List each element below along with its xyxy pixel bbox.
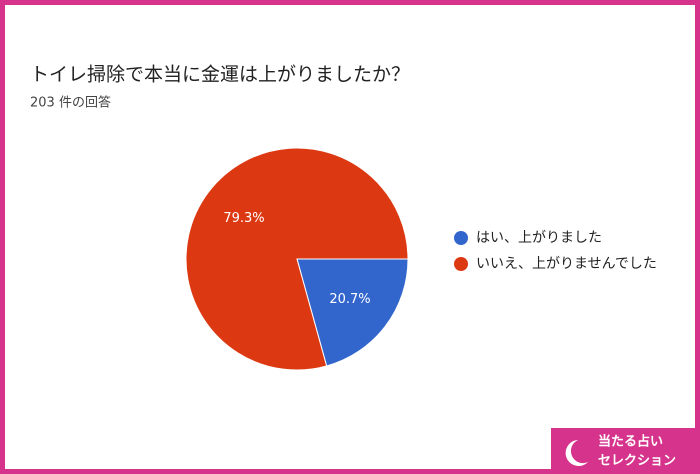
chart-title: トイレ掃除で本当に金運は上がりましたか？ (30, 64, 410, 86)
badge: 当たる占い セレクション (551, 428, 695, 469)
pie-slice (185, 147, 409, 371)
chart-subtitle: 203 件の回答 (30, 95, 111, 111)
pie-slice (296, 258, 409, 367)
slice-label: 20.7% (329, 292, 370, 307)
badge-line2: セレクション (598, 454, 676, 469)
legend-swatch (454, 231, 468, 245)
legend-label: はい、上がりました (476, 230, 602, 246)
legend-swatch (454, 257, 468, 271)
legend-label: いいえ、上がりませんでした (476, 256, 657, 272)
badge-line1: 当たる占い (598, 434, 663, 450)
slice-label: 79.3% (223, 211, 264, 226)
moon-icon (565, 440, 588, 466)
